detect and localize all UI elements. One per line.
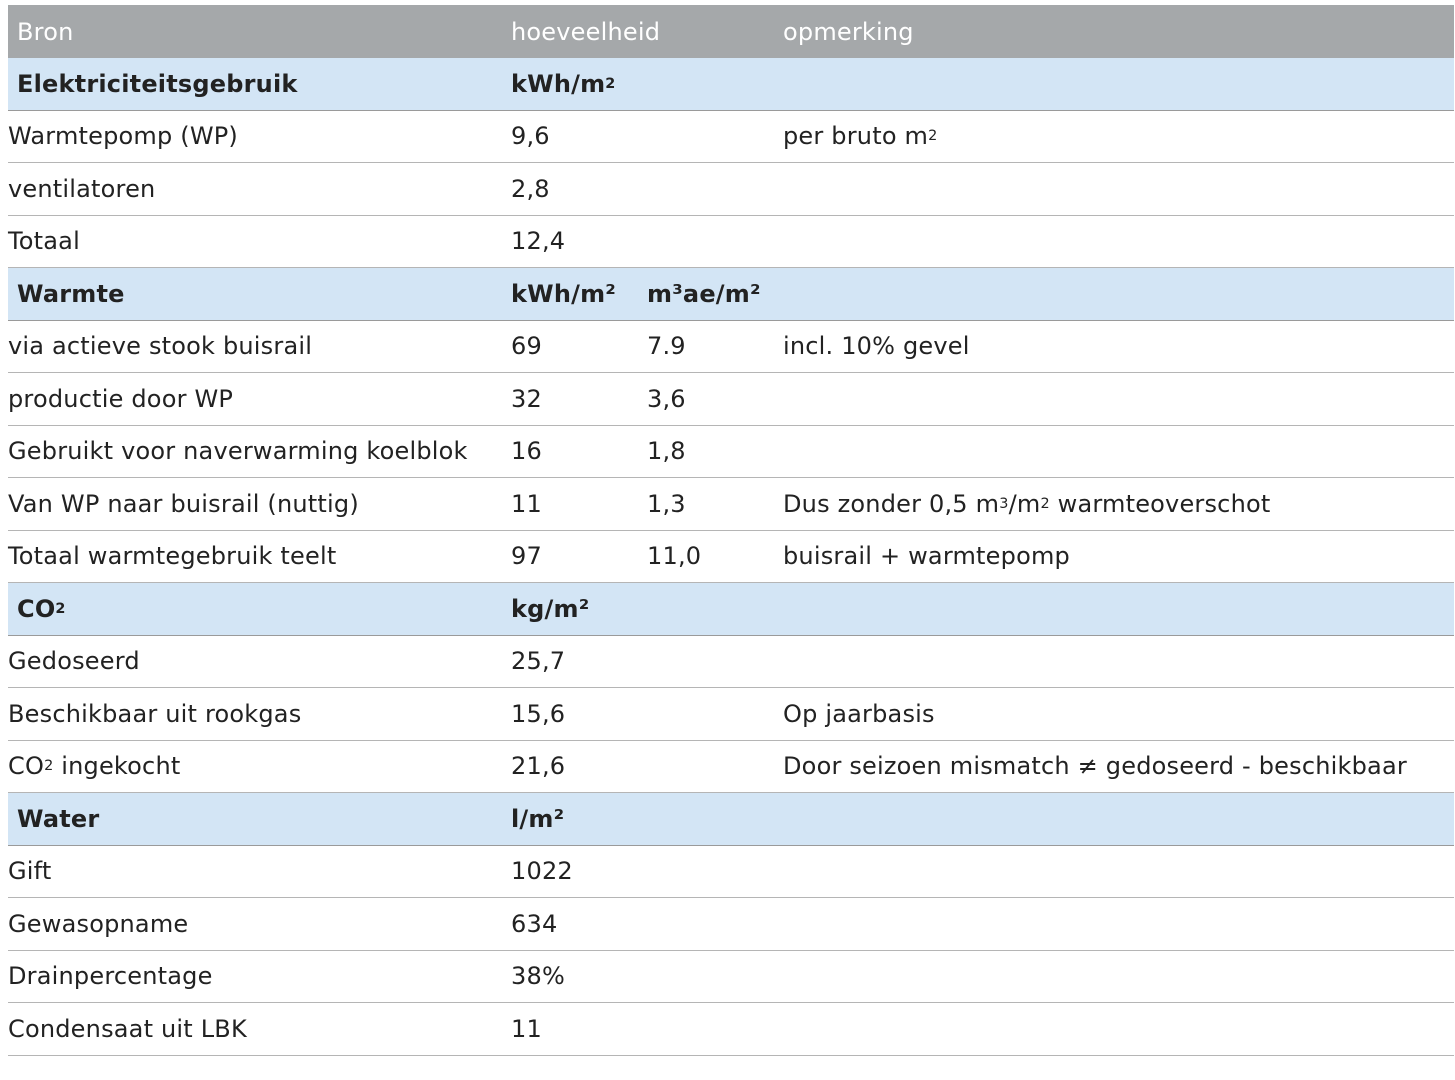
row-label: ventilatoren — [8, 174, 156, 203]
section-unit-secondary: m³ae/m² — [647, 279, 761, 308]
section-title: Water — [17, 804, 100, 833]
row-label: Condensaat uit LBK — [8, 1014, 247, 1043]
table-row: Gebruikt voor naverwarming koelblok 16 1… — [8, 426, 1454, 478]
row-label: productie door WP — [8, 384, 234, 413]
row-value: 1022 — [511, 857, 573, 886]
column-header-remark: opmerking — [783, 17, 914, 46]
table-row: CO 2 ingekocht 21,6 Door seizoen mismatch… — [8, 741, 1454, 793]
column-header-amount: hoeveelheid — [511, 17, 661, 46]
row-value: 38% — [511, 962, 565, 991]
row-value: 11 — [511, 489, 542, 518]
table-row: Gewasopname 634 — [8, 898, 1454, 951]
section-title: Elektriciteitsgebruik — [17, 69, 298, 98]
table-row: Van WP naar buisrail (nuttig) 11 1,3 Dus… — [8, 478, 1454, 531]
row-label: Gedoseerd — [8, 647, 140, 676]
row-value: 16 — [511, 437, 542, 466]
column-header-source: Bron — [17, 17, 74, 46]
row-value: 9,6 — [511, 122, 550, 151]
section-unit: kWh/m 2 — [511, 69, 616, 98]
section-row-water: Water l/m² — [8, 793, 1454, 846]
table-row: productie door WP 32 3,6 — [8, 373, 1454, 426]
data-table: Bron hoeveelheid opmerking Elektriciteit… — [8, 5, 1454, 1056]
row-remark: Door seizoen mismatch ≠ gedoseerd - besc… — [783, 752, 1407, 781]
row-value: 97 — [511, 542, 542, 571]
row-value: 11 — [511, 1014, 542, 1043]
section-row-electricity: Elektriciteitsgebruik kWh/m 2 — [8, 58, 1454, 111]
row-label: CO 2 ingekocht — [8, 752, 181, 781]
row-value: 2,8 — [511, 174, 550, 203]
table-row: Beschikbaar uit rookgas 15,6 Op jaarbasi… — [8, 688, 1454, 741]
row-value: 12,4 — [511, 227, 566, 256]
row-value-secondary: 1,3 — [647, 489, 686, 518]
section-row-co2: CO 2 kg/m² — [8, 583, 1454, 636]
section-title: Warmte — [17, 279, 125, 308]
row-value-secondary: 7.9 — [647, 332, 686, 361]
row-label: Van WP naar buisrail (nuttig) — [8, 489, 359, 518]
section-unit: kg/m² — [511, 594, 590, 623]
row-label: via actieve stook buisrail — [8, 332, 313, 361]
table-row: ventilatoren 2,8 — [8, 163, 1454, 216]
row-label: Gewasopname — [8, 909, 189, 938]
row-remark: buisrail + warmtepomp — [783, 542, 1070, 571]
row-label: Warmtepomp (WP) — [8, 122, 238, 151]
row-remark: Op jaarbasis — [783, 699, 935, 728]
row-remark: incl. 10% gevel — [783, 332, 970, 361]
table-row: Gedoseerd 25,7 — [8, 636, 1454, 688]
section-row-heat: Warmte kWh/m² m³ae/m² — [8, 268, 1454, 321]
section-title: CO 2 — [17, 594, 66, 623]
row-value: 32 — [511, 384, 542, 413]
table-header-row: Bron hoeveelheid opmerking — [8, 5, 1454, 58]
table-row: Totaal warmtegebruik teelt 97 11,0 buisr… — [8, 531, 1454, 583]
row-value: 69 — [511, 332, 542, 361]
row-value: 15,6 — [511, 699, 566, 728]
row-value-secondary: 1,8 — [647, 437, 686, 466]
row-label: Beschikbaar uit rookgas — [8, 699, 302, 728]
table-row: Gift 1022 — [8, 846, 1454, 898]
row-label: Totaal warmtegebruik teelt — [8, 542, 337, 571]
row-label: Drainpercentage — [8, 962, 213, 991]
section-unit: l/m² — [511, 804, 565, 833]
row-value-secondary: 3,6 — [647, 384, 686, 413]
row-label: Gebruikt voor naverwarming koelblok — [8, 437, 468, 466]
section-unit: kWh/m² — [511, 279, 617, 308]
row-value: 25,7 — [511, 647, 566, 676]
table-row: Condensaat uit LBK 11 — [8, 1003, 1454, 1056]
row-value-secondary: 11,0 — [647, 542, 702, 571]
row-label: Gift — [8, 857, 52, 886]
table-row: Totaal 12,4 — [8, 216, 1454, 268]
table-row: Drainpercentage 38% — [8, 951, 1454, 1003]
row-label: Totaal — [8, 227, 80, 256]
table-row: via actieve stook buisrail 69 7.9 incl. … — [8, 321, 1454, 373]
row-value: 21,6 — [511, 752, 566, 781]
row-value: 634 — [511, 909, 558, 938]
row-remark: Dus zonder 0,5 m 3/m 2 warmteoverschot — [783, 489, 1271, 518]
